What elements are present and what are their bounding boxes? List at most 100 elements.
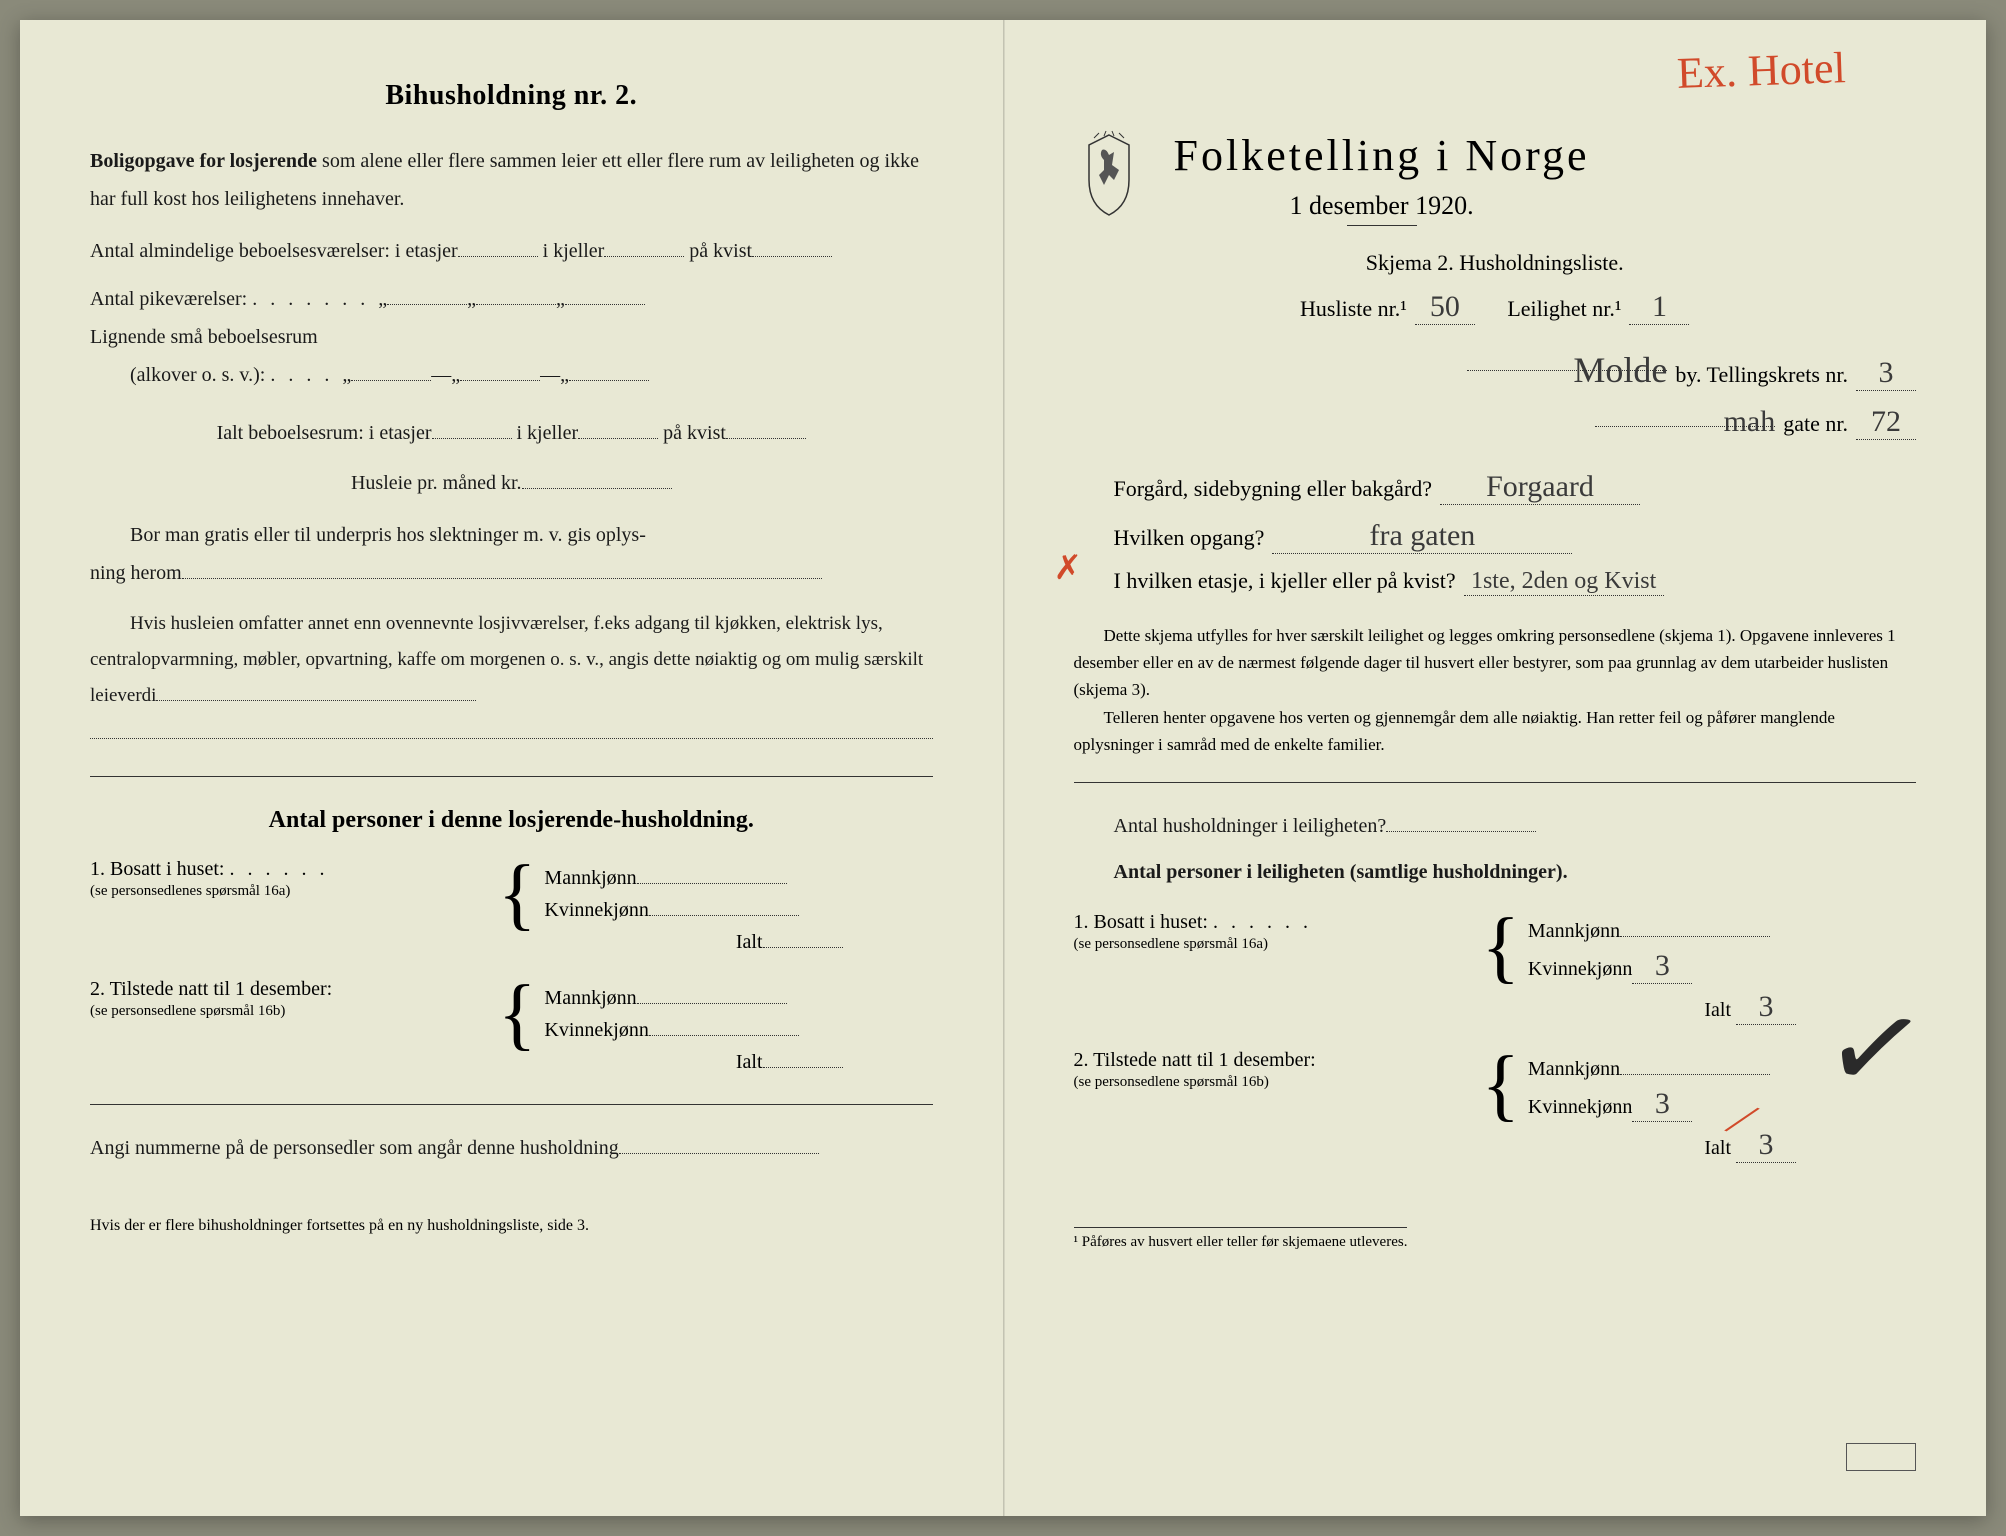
fill xyxy=(726,419,806,439)
hvis-para: Hvis husleien omfatter annet enn ovennev… xyxy=(90,606,933,714)
fill xyxy=(565,285,645,305)
p1-values: Mannkjønn Kvinnekjønn Ialt xyxy=(544,858,932,960)
rp2-ialt-val: 3 xyxy=(1736,1128,1796,1163)
etasje-value: 1ste, 2den og Kvist xyxy=(1464,568,1664,596)
fill xyxy=(1620,917,1770,937)
fill xyxy=(387,285,467,305)
p2-label-block: 2. Tilstede natt til 1 desember: (se per… xyxy=(90,978,490,1020)
person-row-1: 1. Bosatt i huset: . . . . . . (se perso… xyxy=(90,858,933,960)
fill xyxy=(752,237,832,257)
pike-line: Antal pikeværelser: . . . . . . . „„„ xyxy=(90,280,933,318)
husliste-label: Husliste nr.¹ xyxy=(1300,296,1407,322)
leilighet-value: 1 xyxy=(1629,290,1689,325)
leilighet-label: Leilighet nr.¹ xyxy=(1507,296,1621,322)
etasje-line: I hvilken etasje, i kjeller eller på kvi… xyxy=(1074,568,1917,596)
husleie-line: Husleie pr. måned kr. xyxy=(90,464,933,502)
fill xyxy=(578,419,658,439)
p1-sub: (se personsedlenes spørsmål 16a) xyxy=(90,883,490,900)
ialt-label: Ialt beboelsesrum: i etasjer xyxy=(217,422,432,444)
bor-b: ning herom xyxy=(90,562,182,584)
ialt-label: Ialt xyxy=(736,1051,763,1073)
husleie: Husleie pr. måned kr. xyxy=(351,472,522,494)
by-line: Molde by. Tellingskrets nr. 3 xyxy=(1074,349,1917,391)
fill xyxy=(619,1134,819,1154)
ialt-label: Ialt xyxy=(1704,999,1731,1021)
fill xyxy=(637,864,787,884)
fill xyxy=(476,285,556,305)
fill xyxy=(156,682,476,701)
ialt-line: Ialt beboelsesrum: i etasjer i kjeller p… xyxy=(90,414,933,452)
printer-stamp xyxy=(1846,1443,1916,1471)
sub-title: 1 desember 1920. xyxy=(1174,191,1590,221)
angi-line: Angi nummerne på de personsedler som ang… xyxy=(90,1129,933,1167)
fill xyxy=(458,237,538,257)
husliste-line: Husliste nr.¹ 50 Leilighet nr.¹ 1 xyxy=(1074,290,1917,325)
rp1-label: 1. Bosatt i huset: xyxy=(1074,911,1208,933)
divider xyxy=(90,1104,933,1105)
husliste-value: 50 xyxy=(1415,290,1475,325)
ialt-label: Ialt xyxy=(1704,1137,1731,1159)
brace-icon: { xyxy=(498,858,536,930)
fill xyxy=(604,237,684,257)
fill xyxy=(763,928,843,948)
divider xyxy=(90,776,933,777)
antal-hus-line: Antal husholdninger i leiligheten? xyxy=(1114,807,1917,845)
gate-value: 72 xyxy=(1856,405,1916,440)
mann-label: Mannkjønn xyxy=(544,987,636,1009)
forgard-label: Forgård, sidebygning eller bakgård? xyxy=(1114,476,1433,502)
line2: Antal pikeværelser: xyxy=(90,288,247,310)
opgang-line: Hvilken opgang? fra gaten xyxy=(1074,519,1917,554)
fill xyxy=(649,896,799,916)
dots: . . . . . . xyxy=(1213,911,1312,933)
left-title: Bihusholdning nr. 2. xyxy=(90,80,933,112)
intro-bold: Boligopgave for losjerende xyxy=(90,150,317,172)
angi: Angi nummerne på de personsedler som ang… xyxy=(90,1137,619,1159)
rp2-sub: (se personsedlene spørsmål 16b) xyxy=(1074,1074,1474,1091)
intro-paragraph: Boligopgave for losjerende som alene ell… xyxy=(90,142,933,218)
p2-sub: (se personsedlene spørsmål 16b) xyxy=(90,1003,490,1020)
main-title: Folketelling i Norge xyxy=(1174,130,1590,181)
fill xyxy=(763,1048,843,1068)
p1-label-block: 1. Bosatt i huset: . . . . . . (se perso… xyxy=(90,858,490,900)
hvis-fill2 xyxy=(90,714,933,752)
left-page: Bihusholdning nr. 2. Boligopgave for los… xyxy=(20,20,1004,1516)
right-footnote: ¹ Påføres av husvert eller teller før sk… xyxy=(1074,1227,1408,1251)
rp2-kvinne-val: 3 xyxy=(1632,1087,1692,1122)
red-x-mark: ✗ xyxy=(1054,548,1083,588)
fill: Molde xyxy=(1467,349,1667,371)
para1: Dette skjema utfylles for hver særskilt … xyxy=(1074,622,1917,704)
forgard-line: Forgård, sidebygning eller bakgård? Forg… xyxy=(1074,470,1917,505)
etasje-label: I hvilken etasje, i kjeller eller på kvi… xyxy=(1114,568,1456,594)
instructions: Dette skjema utfylles for hver særskilt … xyxy=(1074,622,1917,758)
ialt-label: Ialt xyxy=(736,931,763,953)
kvinne-label: Kvinnekjønn xyxy=(1528,958,1632,980)
ialt-b: i kjeller xyxy=(517,422,579,444)
fill xyxy=(637,984,787,1004)
fill xyxy=(432,419,512,439)
fill xyxy=(351,361,431,381)
mann-label: Mannkjønn xyxy=(1528,1058,1620,1080)
mann-label: Mannkjønn xyxy=(1528,920,1620,942)
line1c: på kvist xyxy=(689,240,752,262)
kvinne-label: Kvinnekjønn xyxy=(544,899,648,921)
line3b: (alkover o. s. v.): xyxy=(130,364,265,386)
fill xyxy=(1620,1055,1770,1075)
kvinne-label: Kvinnekjønn xyxy=(1528,1096,1632,1118)
gate-line: mahgate nr. 72 xyxy=(1074,405,1917,440)
person-row-2: 2. Tilstede natt til 1 desember: (se per… xyxy=(90,978,933,1080)
kvinne-label: Kvinnekjønn xyxy=(544,1019,648,1041)
lignende-line: Lignende små beboelsesrum (alkover o. s.… xyxy=(90,318,933,394)
mann-label: Mannkjønn xyxy=(544,867,636,889)
handwriting-top: Ex. Hotel xyxy=(1677,42,1847,99)
fill xyxy=(182,559,822,579)
p1-label: 1. Bosatt i huset: xyxy=(90,858,224,880)
right-page: Ex. Hotel Folketelling i Norge 1 desembe… xyxy=(1004,20,1987,1516)
fill xyxy=(1386,812,1536,832)
left-footer: Hvis der er flere bihusholdninger fortse… xyxy=(90,1217,933,1235)
by-value: Molde xyxy=(1573,350,1667,390)
gate-hand: mah xyxy=(1724,405,1776,438)
opgang-label: Hvilken opgang? xyxy=(1114,525,1265,551)
antal-pers-line: Antal personer i leiligheten (samtlige h… xyxy=(1114,853,1917,891)
fill xyxy=(522,469,672,489)
line1b: i kjeller xyxy=(543,240,605,262)
